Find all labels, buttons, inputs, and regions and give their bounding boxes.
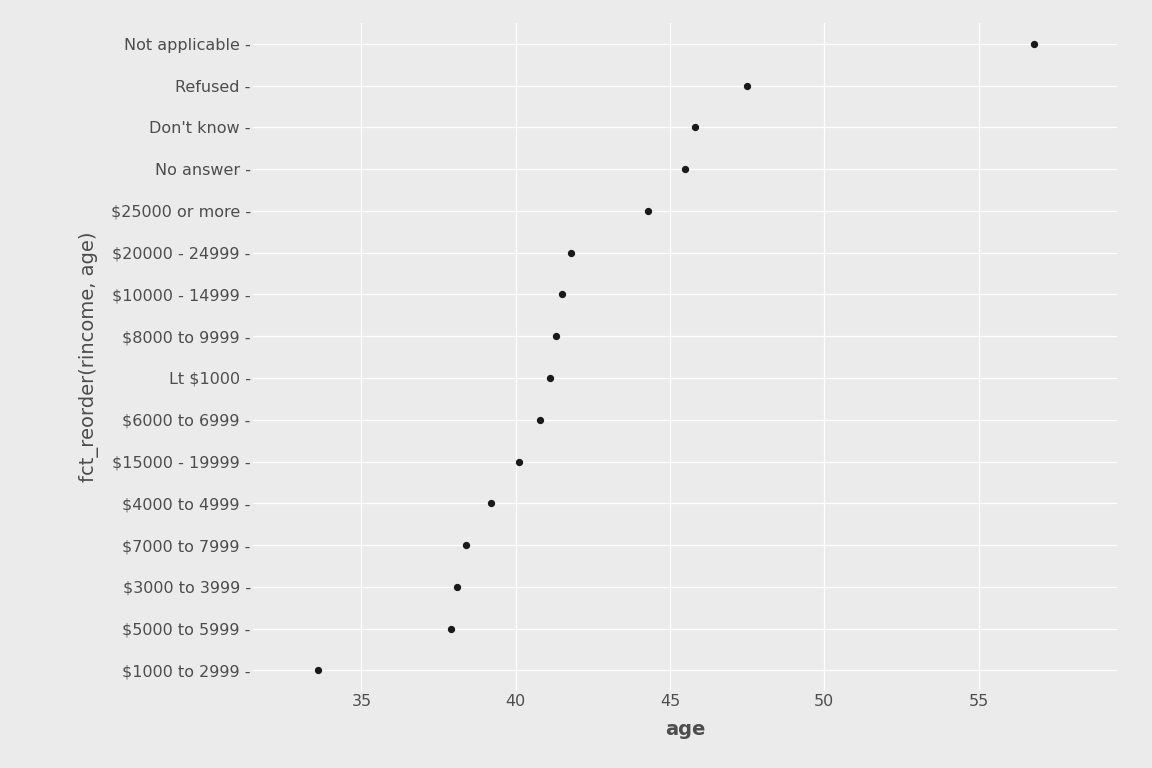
Point: [639, 205, 658, 217]
Point: [448, 581, 467, 593]
Point: [540, 372, 559, 384]
Point: [509, 455, 528, 468]
Point: [738, 80, 757, 92]
Point: [685, 121, 704, 134]
Y-axis label: fct_reorder(rincome, age): fct_reorder(rincome, age): [79, 232, 99, 482]
Point: [562, 247, 581, 259]
Point: [1025, 38, 1044, 50]
Point: [309, 664, 327, 677]
Point: [457, 539, 476, 551]
Point: [482, 497, 500, 509]
Point: [553, 288, 571, 300]
Point: [546, 330, 564, 343]
X-axis label: age: age: [665, 720, 706, 739]
Point: [441, 622, 460, 634]
Point: [676, 163, 695, 175]
Point: [531, 414, 550, 426]
